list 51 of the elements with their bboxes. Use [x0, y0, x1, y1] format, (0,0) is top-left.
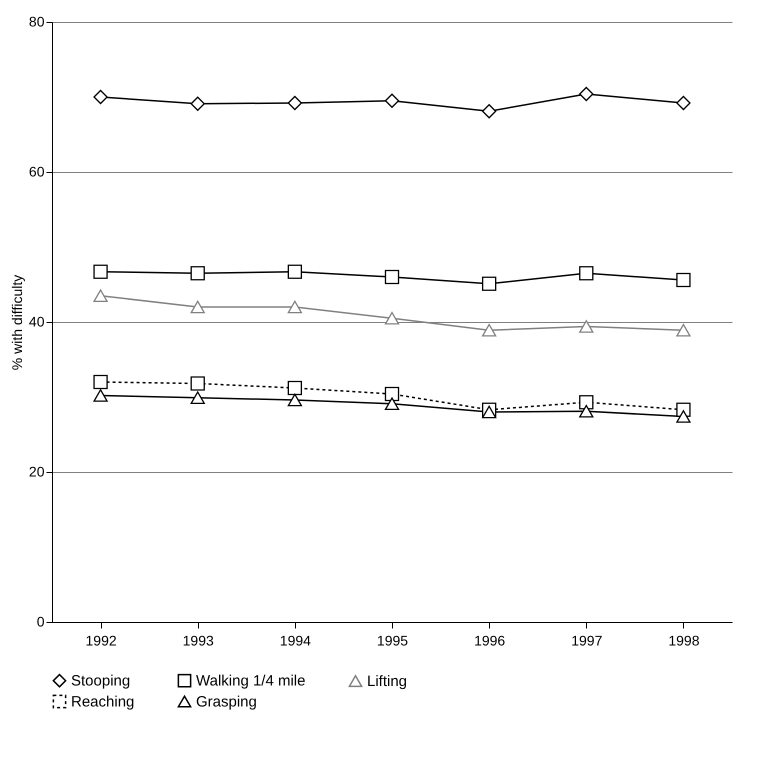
point: [190, 266, 205, 280]
x-tick-label: 1993: [182, 632, 214, 648]
point: [579, 320, 594, 333]
point: [288, 300, 302, 314]
legend-label: Walking 1/4 mile: [196, 672, 306, 690]
point: [579, 404, 594, 418]
point: [579, 86, 594, 102]
point: [676, 96, 691, 110]
legend-label: Reaching: [71, 694, 134, 710]
point: [288, 96, 302, 110]
y-tick-label: 60: [28, 164, 45, 180]
point: [190, 300, 205, 314]
point: [676, 272, 691, 288]
point: [190, 391, 205, 404]
x-tick-label: 1994: [280, 632, 312, 648]
point: [384, 94, 400, 108]
point: [93, 289, 108, 302]
point: [676, 324, 691, 337]
point: [288, 394, 302, 406]
x-tick-label: 1998: [668, 632, 700, 648]
point: [93, 90, 108, 104]
legend-label: Lifting: [367, 673, 408, 690]
y-tick-label: 0: [36, 614, 45, 630]
point: [482, 104, 496, 118]
y-tick-label: 40: [28, 314, 45, 330]
point: [384, 312, 400, 325]
legend-label: Grasping: [196, 694, 257, 710]
y-tick-label: 20: [28, 464, 45, 480]
x-tick-label: 1996: [474, 632, 506, 648]
point: [482, 406, 496, 418]
x-tick-label: 1992: [85, 632, 117, 648]
point: [93, 264, 108, 279]
point: [676, 410, 691, 423]
point: [190, 96, 205, 111]
point: [482, 276, 496, 291]
point: [579, 395, 594, 410]
point: [384, 386, 400, 402]
point: [384, 397, 400, 410]
point: [190, 376, 205, 391]
point: [93, 389, 108, 402]
point: [93, 374, 108, 390]
point: [482, 324, 496, 337]
point: [288, 380, 302, 396]
y-axis-title: % with difficulty: [8, 274, 25, 370]
y-tick-label: 80: [28, 14, 45, 30]
point: [384, 270, 400, 284]
point: [579, 266, 594, 280]
x-tick-label: 1997: [571, 632, 603, 648]
legend-label: Stooping: [71, 672, 130, 690]
point: [288, 264, 302, 279]
x-tick-label: 1995: [376, 632, 408, 648]
